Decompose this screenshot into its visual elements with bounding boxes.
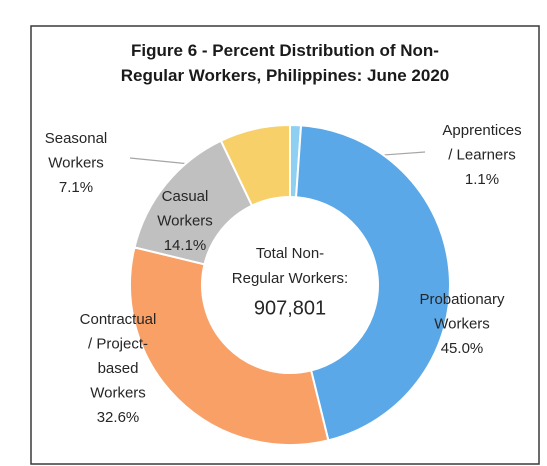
value-label: 7.1% xyxy=(59,179,93,196)
value-label: 1.1% xyxy=(465,171,499,188)
slice-label: Apprentices / Learners xyxy=(442,122,521,164)
slice-label: Seasonal Workers xyxy=(45,130,108,172)
donut-slice xyxy=(129,246,330,446)
slice-label: Casual Workers xyxy=(157,188,213,230)
center-label: Total Non-Regular Workers: xyxy=(232,245,348,287)
slice-label: Probationary Workers xyxy=(419,291,505,333)
donut-slice xyxy=(219,123,291,207)
slice-label: Contractual / Project-based Workers xyxy=(80,311,157,402)
value-label: 14.1% xyxy=(164,237,207,254)
donut-slice xyxy=(295,124,451,442)
value-label: 45.0% xyxy=(441,340,484,357)
value-label: 32.6% xyxy=(97,409,140,426)
chart-title: Figure 6 - Percent Distribution of Non-R… xyxy=(121,41,449,85)
center-value: 907,801 xyxy=(254,297,326,319)
